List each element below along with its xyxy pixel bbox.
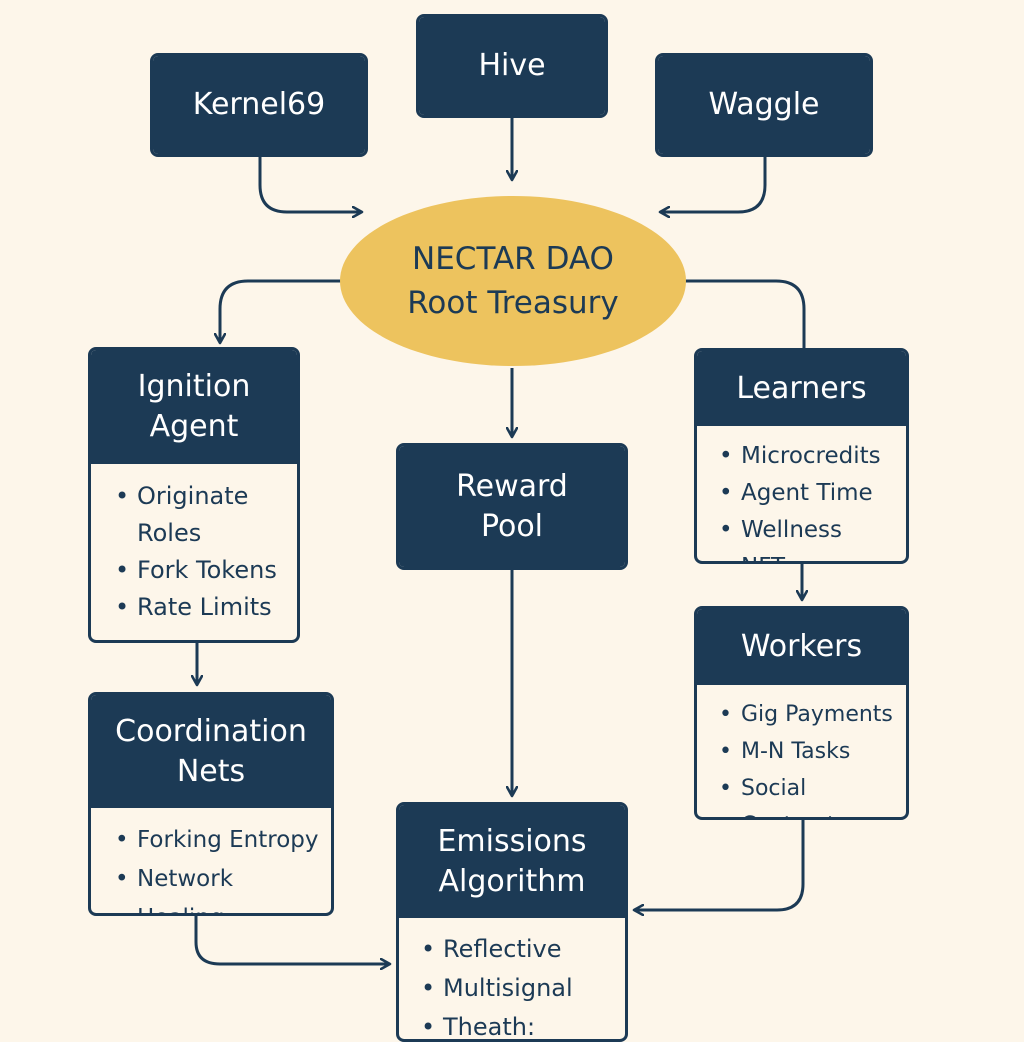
- root-title-line1: NECTAR DAO: [412, 241, 614, 277]
- arrow-workers-to-emissions: [634, 820, 805, 910]
- reward-title-line1: Reward: [456, 468, 568, 504]
- hive-label: Hive: [478, 48, 546, 83]
- emissions-header: Emissions Algorithm: [399, 805, 625, 918]
- arrow-coordination-to-emissions: [194, 916, 390, 964]
- ignition-item-list: Originate Roles Fork Tokens Rate Limits: [91, 464, 297, 626]
- workers-item: Gig Payments: [719, 696, 896, 733]
- coordination-item-list: Forking Entropy Network Healing: [91, 808, 331, 913]
- workers-item-list: Gig Payments M-N Tasks Social Contracts: [697, 685, 906, 817]
- kernel-label: Kernel69: [192, 87, 326, 122]
- arrow-kernel-to-root: [258, 157, 362, 212]
- ignition-item: Originate Roles: [115, 478, 287, 552]
- emissions-algorithm-node: Emissions Algorithm Reflective Multisign…: [396, 802, 628, 1042]
- ignition-item: Fork Tokens: [115, 552, 287, 589]
- root-treasury-node: NECTAR DAO Root Treasury: [340, 196, 686, 366]
- coordination-title-line2: Nets: [176, 753, 246, 789]
- coordination-item: Network Healing: [115, 860, 321, 913]
- ignition-title-line2: Agent: [149, 409, 239, 444]
- coordination-title-line1: Coordination: [115, 713, 307, 749]
- ignition-agent-header: Ignition Agent: [91, 350, 297, 464]
- workers-title: Workers: [740, 629, 863, 664]
- learners-item-list: Microcredits Agent Time Wellness NFTs: [697, 426, 906, 561]
- reward-pool-node: Reward Pool: [396, 443, 628, 570]
- learners-node: Learners Microcredits Agent Time Wellnes…: [694, 348, 909, 564]
- emissions-title-line2: Algorithm: [438, 863, 586, 899]
- waggle-node: Waggle: [655, 53, 873, 157]
- emissions-item-list: Reflective Multisignal Theath: Centured: [399, 918, 625, 1039]
- ignition-agent-node: Ignition Agent Originate Roles Fork Toke…: [88, 347, 300, 643]
- arrow-root-to-ignition: [220, 279, 344, 343]
- workers-item: M-N Tasks: [719, 733, 896, 770]
- hive-node: Hive: [416, 14, 608, 118]
- learners-item: Agent Time: [719, 475, 896, 512]
- emissions-item: Multisignal: [421, 969, 615, 1008]
- workers-node: Workers Gig Payments M-N Tasks Social Co…: [694, 606, 909, 820]
- waggle-label: Waggle: [708, 87, 820, 122]
- coordination-nets-node: Coordination Nets Forking Entropy Networ…: [88, 692, 334, 916]
- learners-item: Microcredits: [719, 438, 896, 475]
- connector-root-to-learners: [684, 279, 806, 350]
- workers-item: Social Contracts: [719, 770, 896, 817]
- workers-header: Workers: [697, 609, 906, 685]
- emissions-item: Theath: Centured: [421, 1008, 615, 1039]
- emissions-title-line1: Emissions: [437, 823, 587, 859]
- learners-header: Learners: [697, 351, 906, 426]
- ignition-item: Rate Limits: [115, 589, 287, 626]
- kernel-node: Kernel69: [150, 53, 368, 157]
- coordination-header: Coordination Nets: [91, 695, 331, 808]
- learners-item: Wellness NFTs: [719, 512, 896, 561]
- emissions-item: Reflective: [421, 930, 615, 969]
- ignition-title-line1: Ignition: [137, 369, 251, 404]
- reward-title-line2: Pool: [480, 508, 544, 544]
- learners-title: Learners: [736, 370, 867, 406]
- root-title-line2: Root Treasury: [407, 285, 619, 321]
- coordination-item: Forking Entropy: [115, 821, 321, 860]
- arrow-waggle-to-root: [660, 157, 767, 212]
